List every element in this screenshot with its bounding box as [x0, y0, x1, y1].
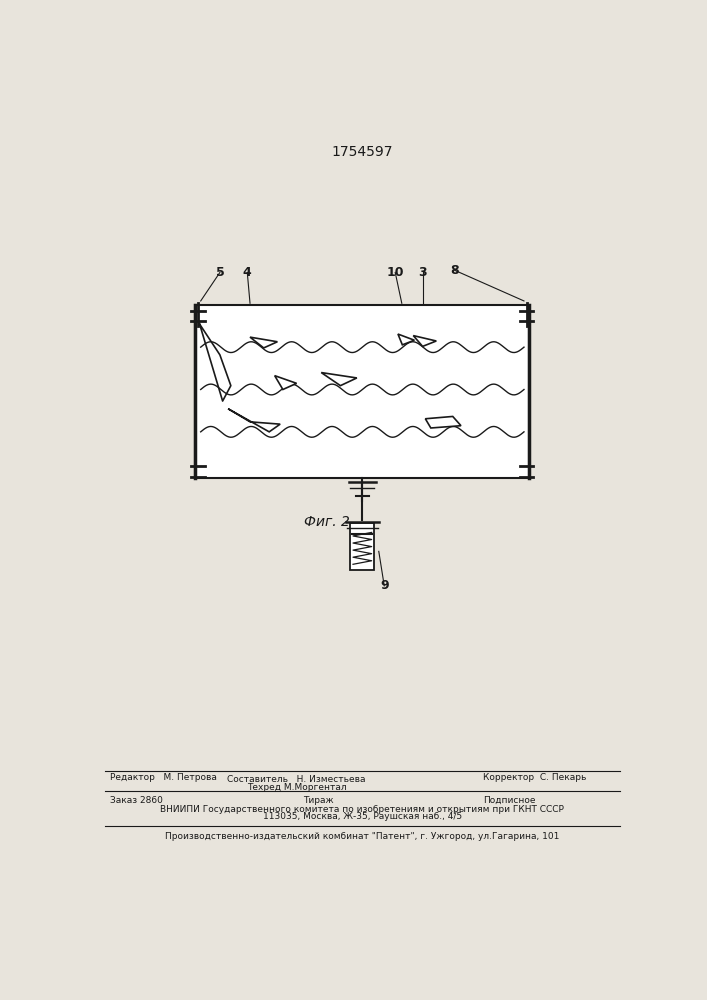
- Text: 3: 3: [419, 266, 427, 279]
- Polygon shape: [398, 334, 414, 345]
- Text: ВНИИПИ Государственного комитета по изобретениям и открытиям при ГКНТ СССР: ВНИИПИ Государственного комитета по изоб…: [160, 805, 564, 814]
- Text: Редактор   М. Петрова: Редактор М. Петрова: [110, 773, 217, 782]
- Text: Техред М.Моргентал: Техред М.Моргентал: [247, 783, 346, 792]
- Text: 1754597: 1754597: [332, 145, 393, 159]
- Text: Производственно-издательский комбинат "Патент", г. Ужгород, ул.Гагарина, 101: Производственно-издательский комбинат "П…: [165, 832, 559, 841]
- Text: Заказ 2860: Заказ 2860: [110, 796, 163, 805]
- Polygon shape: [275, 376, 297, 389]
- Text: 4: 4: [243, 266, 252, 279]
- Bar: [350, 523, 375, 570]
- Bar: [195, 305, 530, 478]
- Polygon shape: [250, 337, 277, 348]
- Polygon shape: [414, 336, 436, 346]
- Text: 8: 8: [450, 264, 459, 277]
- Text: 113035, Москва, Ж-35, Раушская наб., 4/5: 113035, Москва, Ж-35, Раушская наб., 4/5: [263, 812, 462, 821]
- Text: 10: 10: [387, 266, 404, 279]
- Polygon shape: [426, 416, 461, 428]
- Text: Корректор  С. Пекарь: Корректор С. Пекарь: [483, 773, 586, 782]
- Polygon shape: [228, 409, 280, 432]
- Text: 9: 9: [380, 579, 389, 592]
- Text: Фиг. 2: Фиг. 2: [304, 515, 350, 529]
- Text: Тираж: Тираж: [303, 796, 334, 805]
- Text: Составитель   Н. Изместьева: Составитель Н. Изместьева: [228, 775, 366, 784]
- Text: Подписное: Подписное: [483, 796, 535, 805]
- Polygon shape: [321, 373, 357, 386]
- Text: 5: 5: [216, 266, 224, 279]
